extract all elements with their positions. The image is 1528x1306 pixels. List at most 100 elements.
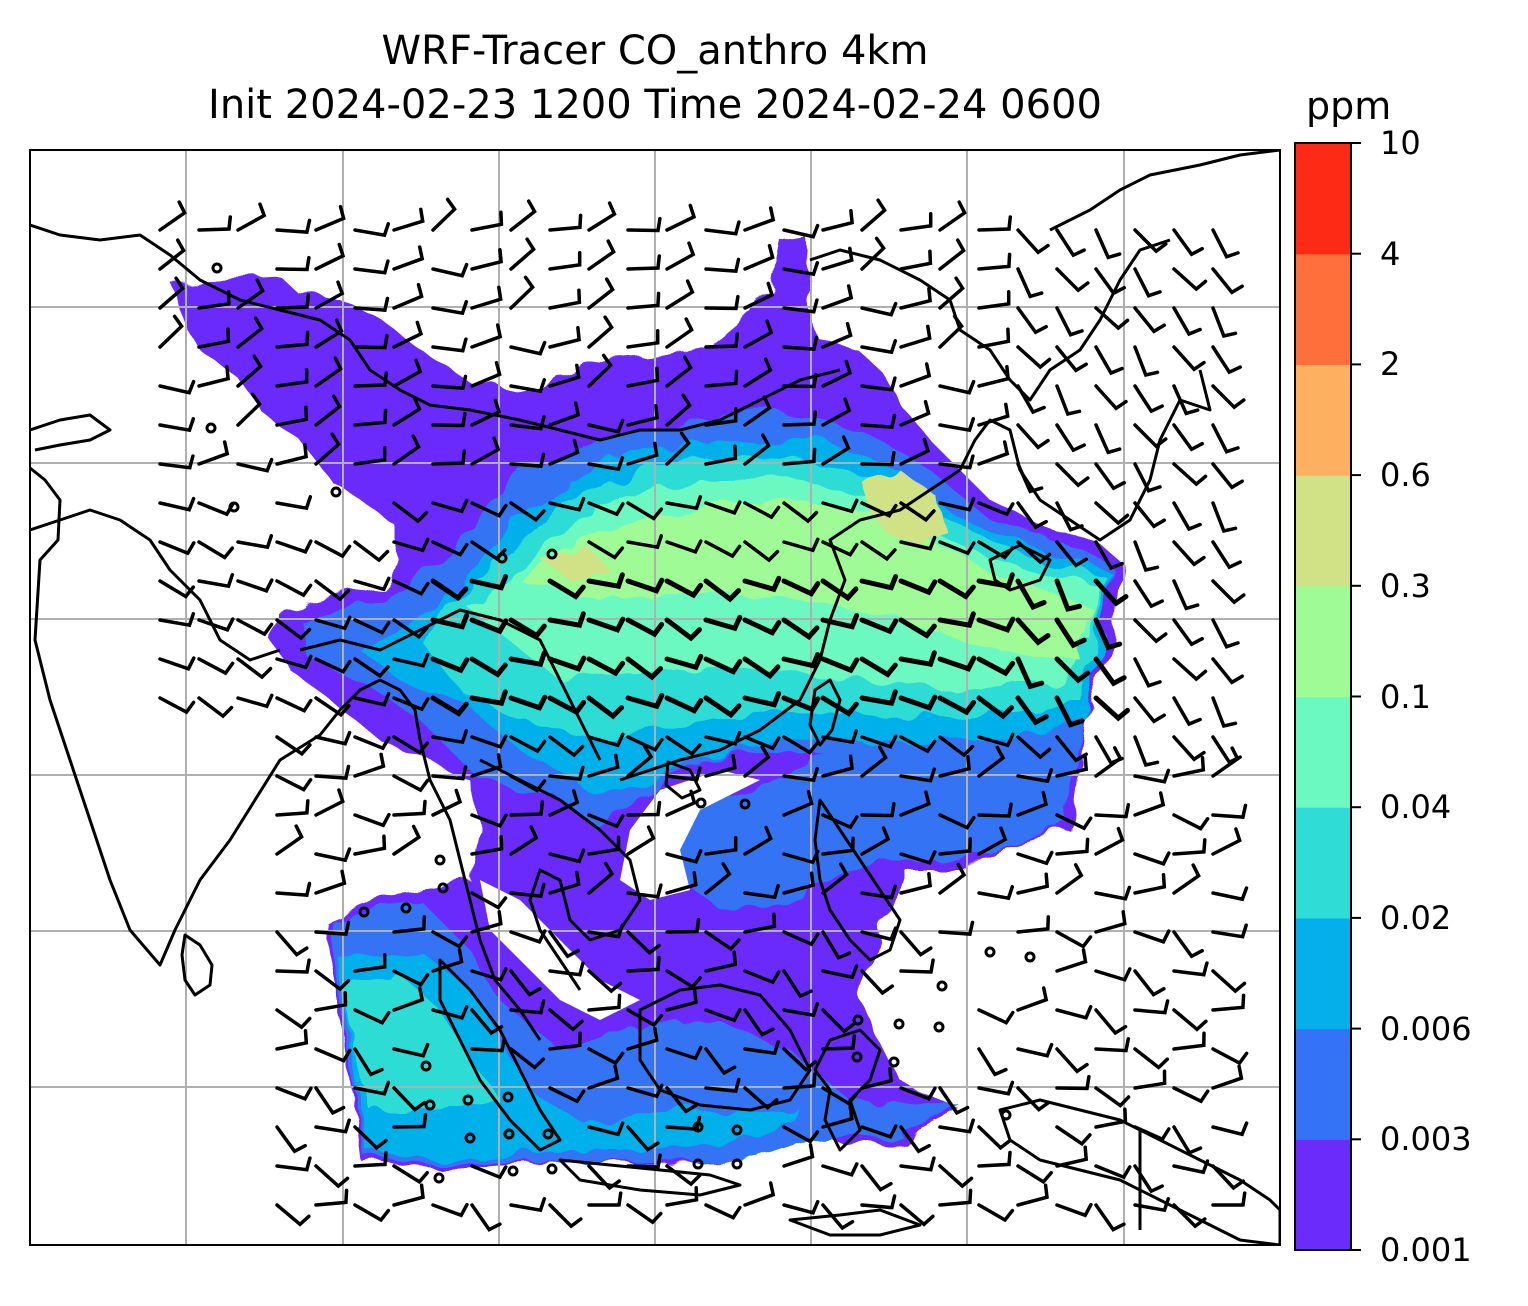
wind-barb [782, 501, 819, 524]
wind-barb [470, 210, 504, 232]
wind-barb [509, 999, 546, 1015]
wind-barb [782, 335, 819, 351]
calm-wind-marker [330, 486, 342, 498]
wind-barb [821, 729, 859, 745]
wind-barb [353, 540, 390, 563]
wind-barb [236, 202, 267, 232]
wind-barb [1211, 827, 1242, 856]
wind-barb [782, 1143, 815, 1168]
wind-barb [743, 319, 774, 349]
coast-taiwan [808, 678, 842, 747]
wind-barb [899, 850, 937, 865]
wind-barb [314, 920, 351, 936]
wind-barb [1172, 1159, 1210, 1175]
wind-barb [665, 1115, 702, 1131]
wind-barb [392, 434, 421, 466]
wind-barb [782, 372, 818, 389]
wind-barb [626, 1026, 659, 1051]
wind-barb [547, 695, 587, 716]
wind-barb [547, 578, 586, 600]
wind-barb [548, 251, 582, 271]
wind-barb [275, 1156, 312, 1172]
coast-sumatra [438, 958, 562, 1152]
wind-barb [704, 1047, 737, 1076]
wind-barb [1211, 306, 1238, 339]
wind-barb [470, 398, 502, 427]
wind-barb [314, 730, 352, 746]
wind-barb [860, 1067, 893, 1090]
wind-barb [236, 457, 274, 473]
wind-barb [860, 801, 896, 818]
wind-barb [1172, 657, 1208, 682]
wind-barb [743, 433, 771, 466]
wind-barb [392, 396, 422, 427]
wind-barb [587, 1064, 620, 1090]
wind-barb [626, 744, 654, 778]
wind-barb [665, 393, 692, 427]
wind-barb [392, 735, 430, 755]
wind-barb [1172, 930, 1204, 959]
wind-barb [704, 369, 739, 388]
wind-barb [1094, 462, 1126, 491]
wind-barb [431, 1004, 469, 1020]
wind-barb [821, 1008, 856, 1034]
wind-barb [587, 456, 625, 472]
wind-barb [1055, 345, 1088, 373]
wind-barb [626, 441, 659, 466]
wind-barb [977, 802, 1013, 818]
calm-wind-marker [731, 1158, 743, 1170]
wind-barb [821, 1203, 855, 1231]
wind-barb [1094, 228, 1122, 260]
wind-barb [821, 964, 859, 980]
wind-barb [1055, 462, 1090, 488]
wind-barb [548, 870, 581, 895]
wind-barb [1094, 384, 1128, 411]
wind-barb [1133, 423, 1168, 449]
wind-barb [509, 415, 546, 431]
colorbar-tick-label: 0.02 [1380, 898, 1452, 937]
wind-barb [1133, 657, 1162, 688]
wind-barb [158, 540, 196, 556]
wind-barb [1016, 872, 1050, 895]
wind-barb [899, 249, 933, 271]
wind-barb [548, 326, 581, 349]
calm-wind-marker [462, 1094, 474, 1106]
wind-barb [314, 394, 342, 427]
wind-barb [665, 1045, 703, 1061]
wind-barb [1211, 384, 1246, 410]
wind-barb [626, 825, 656, 856]
wind-barb [821, 321, 853, 349]
wind-barb [353, 618, 391, 635]
wind-barb [1211, 969, 1247, 994]
wind-barb [509, 237, 536, 271]
wind-barb [626, 735, 664, 752]
coast-new-guinea [998, 1098, 1280, 1245]
wind-barb [703, 656, 743, 675]
wind-barb [587, 1121, 625, 1137]
wind-barb [664, 617, 702, 642]
wind-barb [1172, 579, 1200, 611]
wind-barb [587, 353, 613, 388]
wind-barb [275, 618, 312, 641]
wind-barb [1133, 1125, 1171, 1142]
wind-barb [508, 617, 547, 639]
colorbar-swatch [1295, 917, 1351, 1030]
calm-wind-marker [542, 1128, 554, 1140]
wind-barb [704, 500, 742, 515]
wind-barb [821, 435, 851, 466]
wind-barbs [158, 197, 1249, 1232]
wind-barb [587, 1191, 623, 1207]
wind-barb [704, 294, 740, 311]
wind-barb [353, 691, 391, 707]
wind-barb [548, 1203, 583, 1229]
wind-barb [860, 745, 888, 778]
wind-barb [665, 848, 703, 864]
wind-barb [742, 617, 782, 636]
wind-barb [704, 444, 738, 466]
wind-barb [1016, 735, 1052, 760]
wind-barb [547, 655, 587, 672]
wind-barb [392, 969, 430, 987]
wind-barb [626, 1203, 663, 1225]
wind-barb [1054, 617, 1087, 649]
